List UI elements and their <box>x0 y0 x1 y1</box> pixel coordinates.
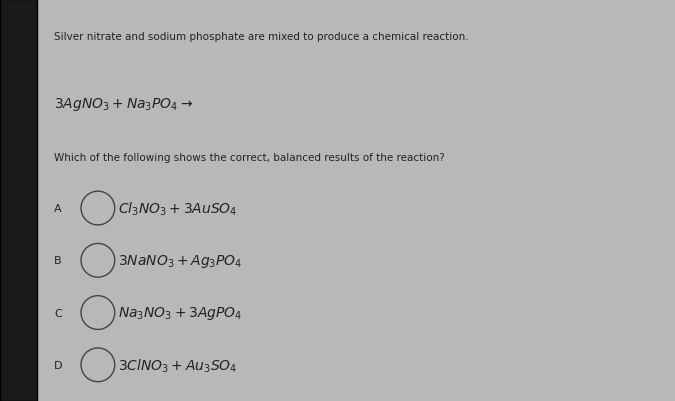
FancyBboxPatch shape <box>0 0 37 401</box>
Text: D: D <box>54 360 63 370</box>
Text: B: B <box>54 256 61 265</box>
Text: A: A <box>54 204 61 213</box>
Text: Silver nitrate and sodium phosphate are mixed to produce a chemical reaction.: Silver nitrate and sodium phosphate are … <box>54 32 468 42</box>
Text: Which of the following shows the correct, balanced results of the reaction?: Which of the following shows the correct… <box>54 152 445 162</box>
Text: $Cl_3NO_3 + 3AuSO_4$: $Cl_3NO_3 + 3AuSO_4$ <box>118 200 238 217</box>
Text: C: C <box>54 308 61 318</box>
Text: $3ClNO_3 + Au_3SO_4$: $3ClNO_3 + Au_3SO_4$ <box>118 356 238 374</box>
Text: $3NaNO_3 + Ag_3PO_4$: $3NaNO_3 + Ag_3PO_4$ <box>118 252 242 269</box>
Text: $3AgNO_3 + Na_3PO_4 \rightarrow$: $3AgNO_3 + Na_3PO_4 \rightarrow$ <box>54 96 193 113</box>
Text: $Na_3NO_3 + 3AgPO_4$: $Na_3NO_3 + 3AgPO_4$ <box>118 304 242 321</box>
